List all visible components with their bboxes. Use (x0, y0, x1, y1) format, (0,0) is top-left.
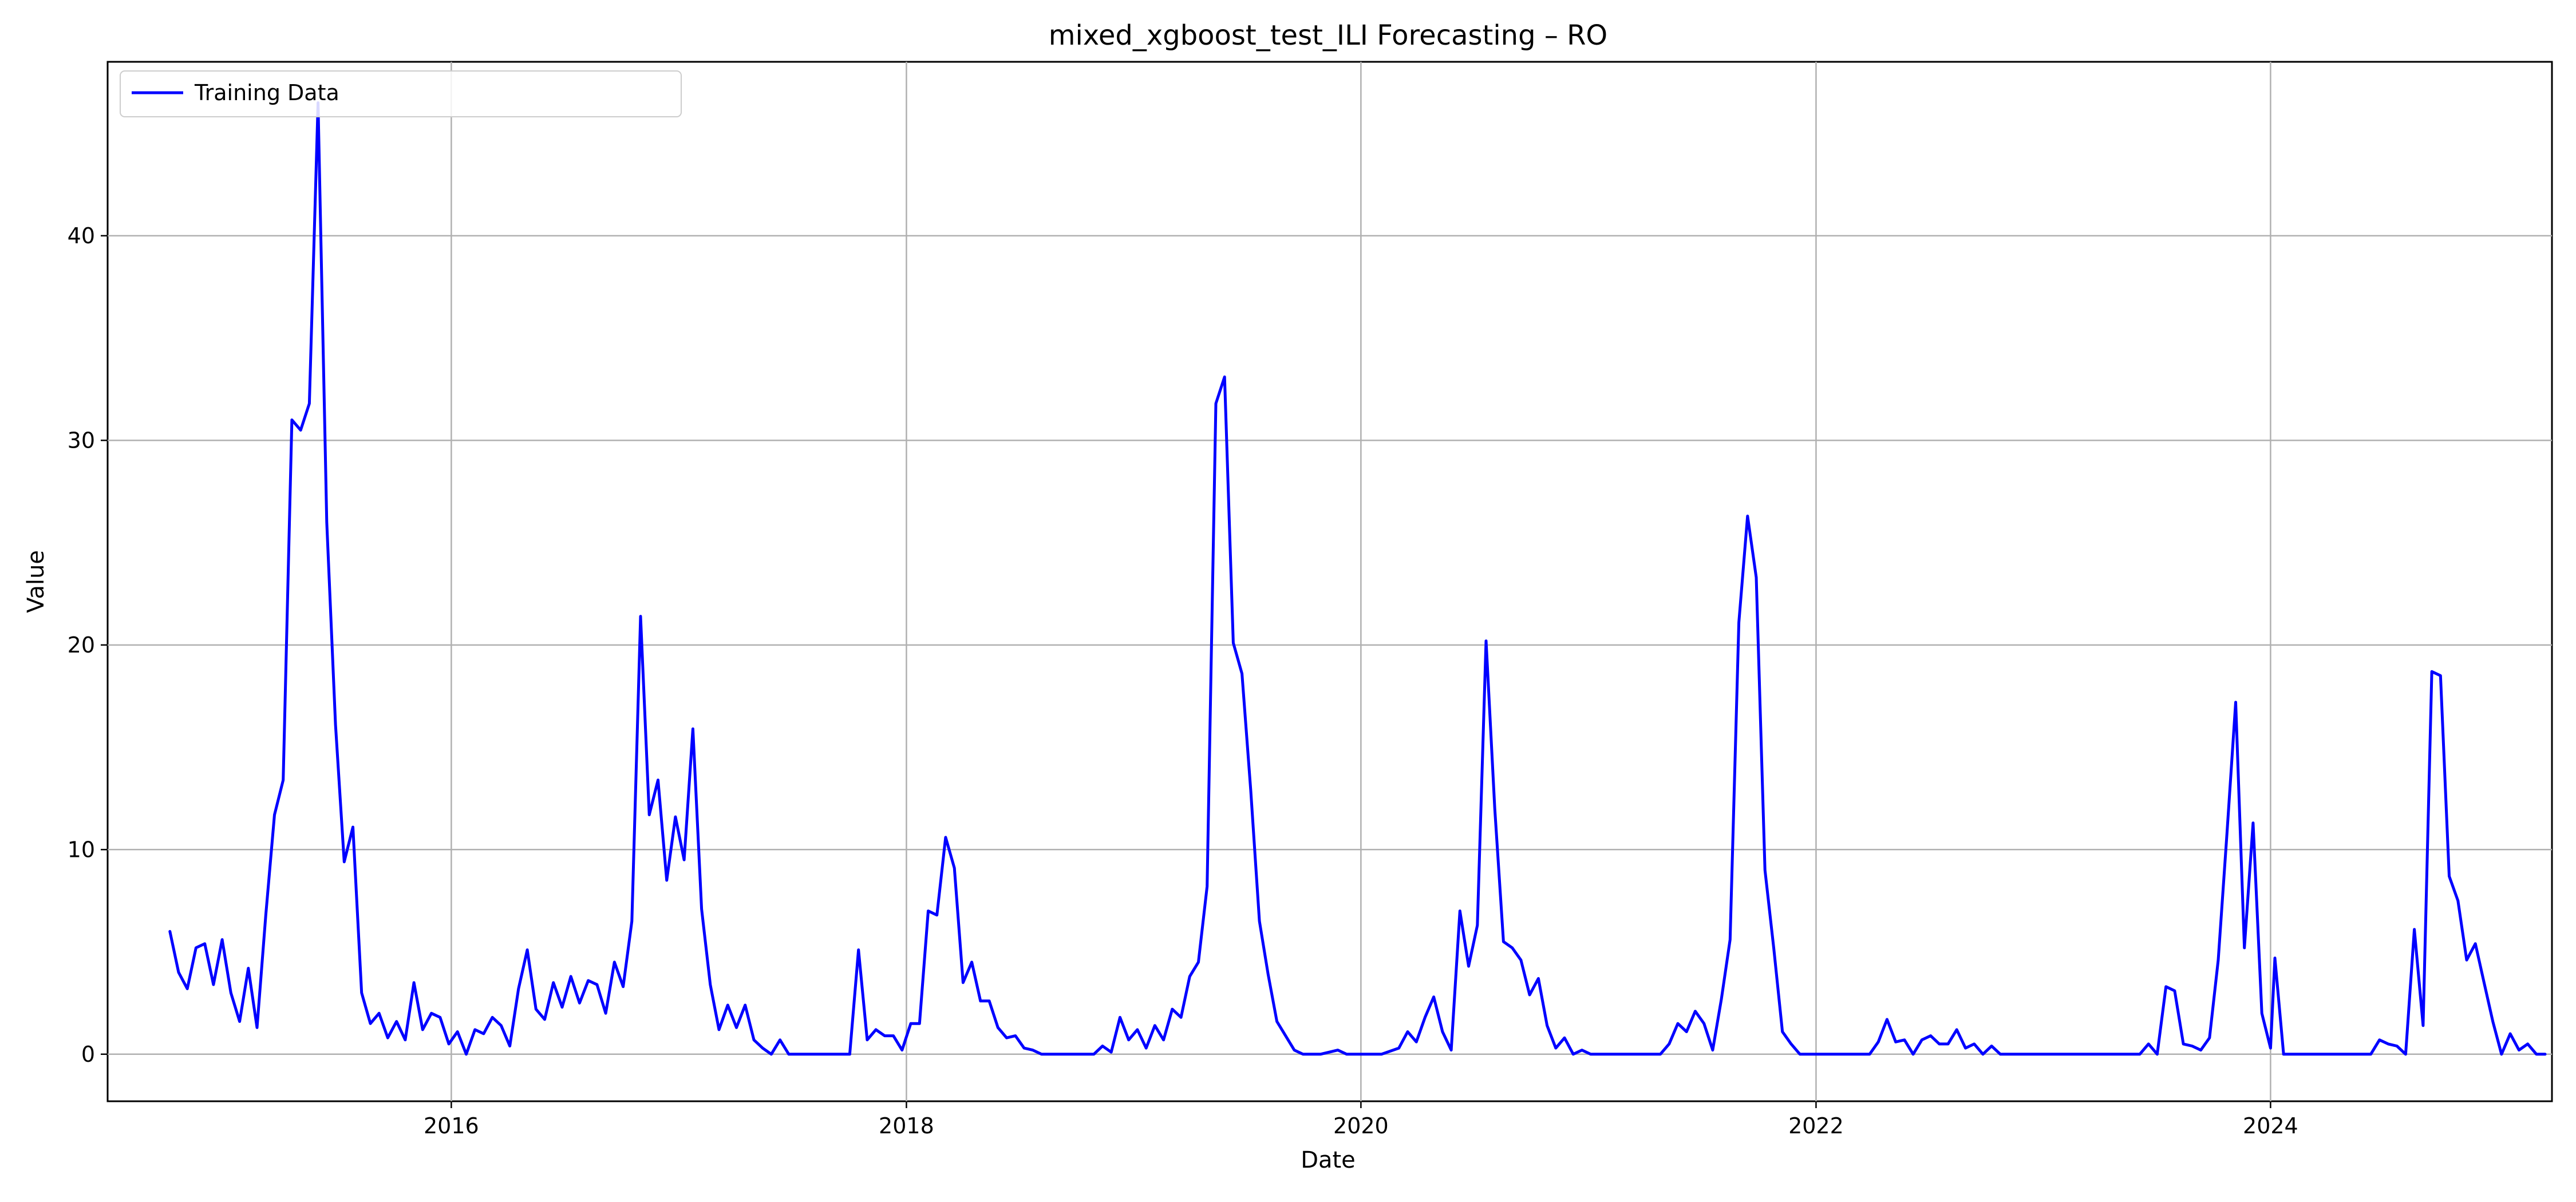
series-line (168, 101, 2547, 1056)
plot-area (106, 61, 2553, 1102)
x-axis-title: Date (1301, 1147, 1356, 1173)
x-tick-label: 2024 (2243, 1113, 2298, 1138)
y-axis-ticks: 0 10 20 30 40 (68, 223, 108, 1067)
x-tick-label: 2016 (424, 1113, 479, 1138)
y-tick-label: 20 (68, 632, 95, 658)
x-tick-label: 2022 (1788, 1113, 1844, 1138)
y-tick-label: 40 (68, 223, 95, 248)
series-layer (168, 101, 2547, 1056)
legend-box (120, 70, 682, 117)
x-tick-label: 2020 (1333, 1113, 1389, 1138)
x-tick-label: 2018 (879, 1113, 934, 1138)
chart-title: mixed_xgboost_test_ILI Forecasting – RO (1049, 19, 1607, 52)
y-tick-label: 0 (81, 1042, 95, 1067)
grid-lines (108, 62, 2552, 1101)
y-tick-label: 30 (68, 428, 95, 453)
x-axis-ticks: 2016 2018 2020 2022 2024 (424, 1101, 2298, 1138)
y-axis-title: Value (23, 550, 49, 613)
legend-label: Training Data (194, 80, 339, 105)
legend: Training Data (120, 70, 682, 117)
y-tick-label: 10 (68, 837, 95, 862)
